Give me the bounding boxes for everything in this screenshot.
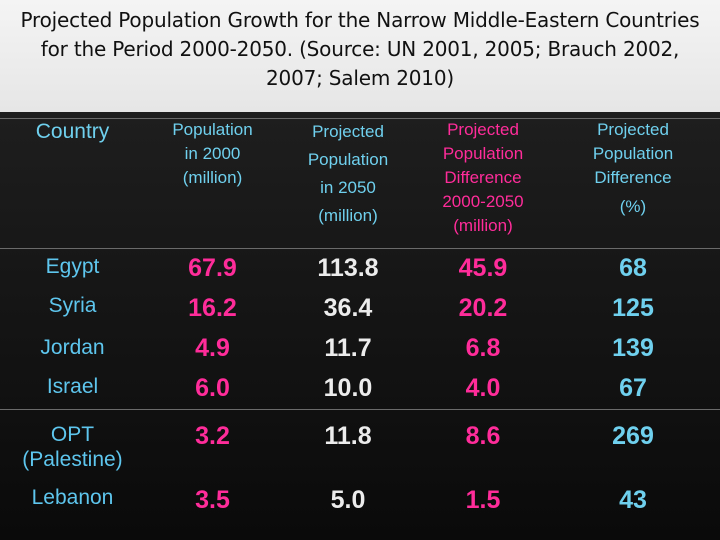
cell-pop-2050: 11.7 bbox=[324, 334, 372, 362]
header-pop-2050-line: in 2050 bbox=[320, 178, 376, 197]
cell-pop-2050: 5.0 bbox=[330, 486, 366, 514]
header-pop-2000-line: (million) bbox=[182, 168, 243, 187]
cell-pct: 43 bbox=[619, 486, 647, 514]
page-title: Projected Population Growth for the Narr… bbox=[4, 6, 716, 93]
title-line-1: Projected Population Growth for the Narr… bbox=[20, 8, 700, 32]
header-pct-line: Difference bbox=[594, 168, 672, 187]
cell-pct: 269 bbox=[612, 422, 654, 450]
cell-diff: 45.9 bbox=[458, 254, 508, 282]
cell-pop-2050: 11.8 bbox=[324, 422, 372, 450]
header-diff-line: Difference bbox=[444, 168, 522, 187]
cell-pct: 68 bbox=[619, 254, 647, 282]
header-pop-2050: Projected Population in 2050 (million) bbox=[283, 118, 413, 230]
cell-pop-2050: 113.8 bbox=[317, 254, 379, 282]
country-lebanon: Lebanon bbox=[31, 486, 114, 509]
header-pct-line: Population bbox=[592, 144, 674, 163]
cell-diff: 6.8 bbox=[465, 334, 501, 362]
header-pop-2000: Population in 2000 (million) bbox=[150, 118, 275, 190]
cell-diff: 8.6 bbox=[465, 422, 501, 450]
header-pct-line: (%) bbox=[619, 197, 647, 216]
cell-pop-2000: 3.2 bbox=[195, 422, 230, 450]
title-bar: Projected Population Growth for the Narr… bbox=[0, 0, 720, 114]
cell-diff: 20.2 bbox=[458, 294, 508, 322]
population-table bbox=[0, 112, 720, 540]
title-line-3: 2007; Salem 2010) bbox=[266, 66, 454, 90]
cell-pop-2000: 67.9 bbox=[188, 254, 237, 282]
country-jordan: Jordan bbox=[40, 336, 105, 359]
header-pop-2050-line: (million) bbox=[318, 206, 378, 225]
country-opt-line: (Palestine) bbox=[22, 448, 123, 471]
header-pct: Projected Population Difference (%) bbox=[568, 118, 698, 219]
country-egypt: Egypt bbox=[45, 255, 100, 278]
cell-pop-2000: 3.5 bbox=[195, 486, 230, 514]
cell-pop-2050: 10.0 bbox=[323, 374, 373, 402]
header-diff: Projected Population Difference 2000-205… bbox=[418, 118, 548, 238]
cell-diff: 4.0 bbox=[465, 374, 501, 402]
country-opt-line: OPT bbox=[50, 423, 95, 446]
header-pop-2000-line: in 2000 bbox=[184, 144, 241, 163]
cell-pct: 139 bbox=[612, 334, 654, 362]
table-top-divider bbox=[0, 118, 720, 119]
title-line-2: for the Period 2000-2050. (Source: UN 20… bbox=[40, 37, 680, 61]
cell-pop-2000: 16.2 bbox=[188, 294, 237, 322]
header-diff-line: (million) bbox=[453, 216, 513, 235]
header-pop-2050-line: Projected bbox=[312, 122, 384, 141]
header-pct-line: Projected bbox=[597, 120, 669, 139]
cell-pct: 125 bbox=[612, 294, 654, 322]
country-opt: OPT (Palestine) bbox=[0, 422, 145, 472]
cell-pct: 67 bbox=[619, 374, 647, 402]
header-diff-line: 2000-2050 bbox=[442, 192, 524, 211]
cell-pop-2000: 6.0 bbox=[195, 374, 230, 402]
group-divider bbox=[0, 409, 720, 410]
cell-diff: 1.5 bbox=[465, 486, 501, 514]
cell-pop-2050: 36.4 bbox=[323, 294, 373, 322]
header-pop-2050-line: Population bbox=[307, 150, 389, 169]
header-country: Country bbox=[35, 120, 110, 143]
header-pop-2000-line: Population bbox=[172, 120, 253, 139]
header-diff-line: Population bbox=[442, 144, 524, 163]
cell-pop-2000: 4.9 bbox=[195, 334, 230, 362]
header-diff-line: Projected bbox=[447, 120, 519, 139]
header-divider bbox=[0, 248, 720, 249]
country-syria: Syria bbox=[48, 294, 97, 317]
country-israel: Israel bbox=[46, 375, 99, 398]
